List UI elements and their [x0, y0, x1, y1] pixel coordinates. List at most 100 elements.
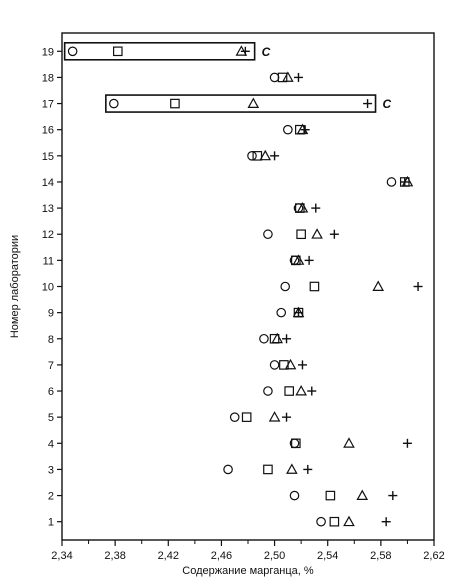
point-plus	[363, 99, 373, 109]
y-tick-label: 13	[42, 203, 54, 215]
point-square	[170, 98, 180, 109]
y-tick-label: 3	[48, 464, 54, 476]
point-square	[309, 281, 320, 292]
point-square	[241, 412, 252, 422]
point-plus	[240, 46, 250, 56]
point-circle	[223, 464, 233, 475]
point-circle	[109, 98, 119, 109]
point-triangle	[311, 228, 323, 239]
y-tick-label: 6	[48, 386, 54, 398]
y-axis-label: Номер лаборатории	[9, 235, 21, 338]
point-square	[284, 386, 294, 396]
x-tick-label: 2,50	[264, 550, 285, 562]
point-plus	[303, 464, 313, 474]
point-triangle	[343, 437, 355, 448]
point-triangle	[271, 332, 284, 344]
point-triangle	[282, 71, 294, 82]
plot-frame	[61, 32, 435, 541]
point-plus	[413, 282, 423, 291]
y-tick-label: 8	[48, 334, 54, 346]
point-triangle	[286, 463, 298, 474]
x-axis-label: Содержание марганца, %	[182, 565, 314, 577]
point-square	[329, 516, 340, 527]
annotations-layer: CC	[63, 41, 392, 113]
y-tick-label: 9	[48, 308, 54, 320]
point-square	[296, 229, 306, 240]
x-tick-label: 2,38	[104, 550, 125, 562]
outlier-label: C	[262, 45, 271, 59]
point-plus	[270, 151, 280, 161]
x-tick-label: 2,62	[423, 550, 444, 562]
y-tick-label: 1	[48, 517, 54, 529]
point-circle	[269, 360, 280, 370]
point-circle	[386, 177, 397, 187]
point-circle	[316, 516, 326, 527]
y-tick-label: 2	[48, 491, 54, 503]
y-tick-label: 11	[43, 255, 54, 267]
point-circle	[259, 333, 269, 344]
point-triangle	[259, 149, 272, 161]
point-square	[252, 151, 263, 161]
point-triangle	[356, 489, 369, 501]
point-circle	[276, 307, 287, 318]
point-square	[291, 438, 301, 449]
point-plus	[300, 125, 310, 135]
x-tick-label: 2,58	[370, 550, 391, 562]
point-circle	[269, 72, 280, 83]
outlier-box	[63, 41, 256, 61]
point-plus	[402, 438, 412, 448]
y-tick-label: 19	[42, 46, 54, 58]
point-circle	[247, 151, 257, 161]
point-circle	[280, 281, 290, 292]
point-plus	[400, 177, 410, 187]
point-plus	[293, 308, 303, 318]
point-triangle	[343, 515, 355, 527]
point-plus	[282, 334, 292, 344]
x-tick-label: 2,46	[211, 550, 232, 562]
point-circle	[283, 124, 293, 135]
point-plus	[282, 412, 292, 422]
y-tick-label: 12	[42, 229, 54, 241]
y-tick-label: 7	[48, 360, 54, 372]
y-tick-label: 15	[42, 151, 54, 163]
y-tick-label: 10	[42, 282, 54, 294]
x-tick-label: 2,54	[317, 550, 338, 562]
point-triangle	[372, 280, 385, 291]
axes-layer: 2,34 2,38 2,42 2,46 2,50 2,54 2,58 2,6212345678…	[42, 32, 445, 562]
point-plus	[293, 72, 303, 82]
point-plus	[388, 491, 398, 501]
point-triangle	[295, 385, 307, 396]
point-circle	[263, 229, 273, 240]
point-plus	[329, 229, 339, 239]
point-square	[263, 464, 273, 475]
point-triangle	[292, 254, 305, 265]
y-tick-label: 5	[48, 412, 54, 424]
point-triangle	[247, 97, 260, 109]
point-circle	[263, 386, 273, 396]
outlier-label: C	[383, 97, 392, 111]
point-square	[325, 490, 336, 501]
outlier-box	[105, 94, 377, 113]
point-plus	[381, 517, 391, 527]
point-circle	[289, 490, 300, 501]
point-plus	[297, 360, 307, 370]
point-circle	[67, 46, 78, 57]
point-plus	[304, 255, 314, 265]
point-square	[112, 46, 123, 57]
y-tick-label: 16	[42, 125, 54, 137]
y-tick-label: 4	[48, 438, 54, 450]
point-plus	[307, 386, 317, 396]
y-tick-label: 17	[42, 99, 54, 111]
y-tick-label: 14	[42, 177, 54, 189]
point-plus	[311, 203, 321, 213]
point-triangle	[284, 358, 297, 370]
point-triangle	[268, 411, 281, 422]
point-triangle	[296, 202, 309, 213]
points-layer	[67, 45, 423, 527]
point-circle	[229, 412, 240, 422]
x-tick-label: 2,34	[51, 550, 72, 562]
y-tick-label: 18	[42, 72, 54, 84]
x-tick-label: 2,42	[158, 550, 179, 562]
